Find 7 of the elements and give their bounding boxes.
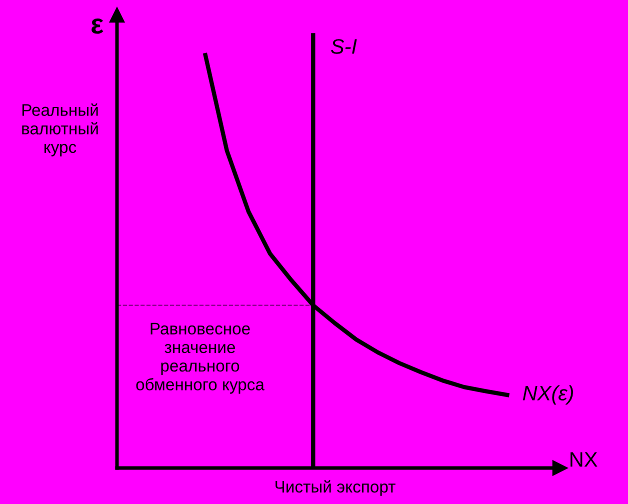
x-axis-title: NX	[570, 452, 598, 467]
text: Реальный валютный курс	[22, 103, 98, 156]
series-label: NX(ε)	[522, 385, 574, 405]
annotation: Равновесное значение реального обменного курса	[136, 322, 264, 394]
y-axis-title: ε	[92, 18, 104, 34]
text: S-I	[331, 39, 357, 54]
text: Чистый экспорт	[276, 480, 396, 496]
